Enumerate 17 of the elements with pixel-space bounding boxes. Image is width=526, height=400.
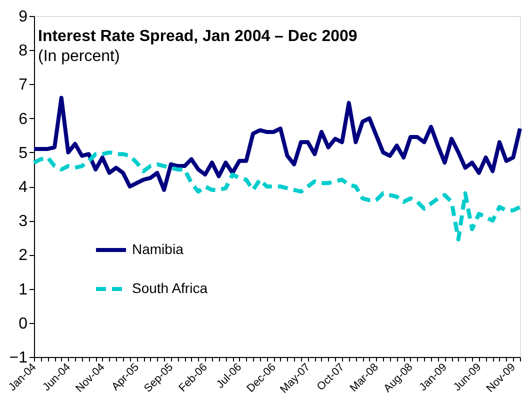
y-tick-label: 9 [18,8,28,26]
y-tick-label: −1 [9,350,28,366]
line-series [32,96,522,192]
y-tick-label: 0 [18,315,28,332]
line-series [32,150,522,242]
y-tick-label: 4 [18,179,28,196]
y-tick-label: 2 [18,247,28,264]
legend-label: South Africa [132,280,208,296]
text: Interest Rate Spread, Jan 2004 – Dec 2009 [38,28,358,45]
y-tick-label: 3 [18,213,28,230]
y-tick-label: 6 [18,110,28,128]
y-tick-label: 1 [18,281,28,298]
y-tick-label: 5 [18,144,28,162]
y-tick-label: 7 [18,76,28,94]
legend-label: Namibia [132,241,184,257]
y-tick-label: 8 [18,42,28,60]
text: (In percent) [38,48,120,65]
